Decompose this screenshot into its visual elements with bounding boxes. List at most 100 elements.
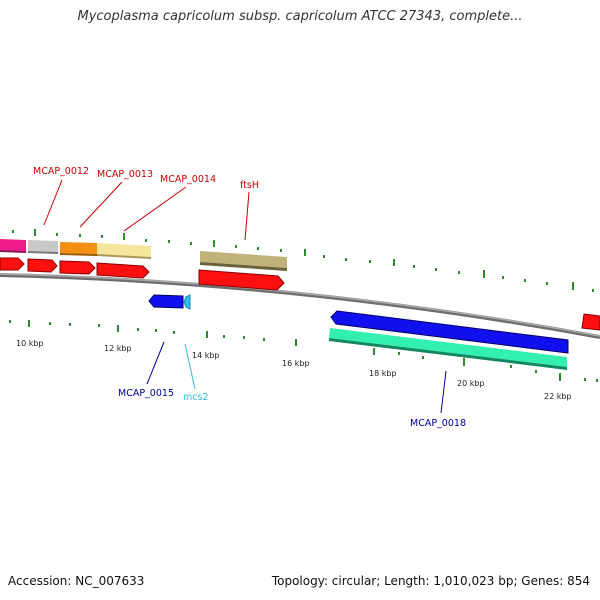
cog-block[interactable] <box>329 328 567 367</box>
cog-block[interactable] <box>200 262 287 271</box>
tick-mark <box>422 356 424 359</box>
tick-mark <box>190 242 192 245</box>
tick-mark <box>79 234 81 237</box>
tick-label: 10 kbp <box>16 339 44 348</box>
cog-track-reverse <box>329 328 567 370</box>
gene-label-ftsh[interactable]: ftsH <box>240 180 259 191</box>
accession-text: Accession: NC_007633 <box>8 574 145 588</box>
tick-mark <box>235 245 237 248</box>
tick-mark <box>458 271 460 274</box>
tick-mark <box>123 233 125 240</box>
tick-mark <box>280 249 282 252</box>
gene-labels: MCAP_0012 MCAP_0013 MCAP_0014 ftsH MCAP_… <box>33 166 466 429</box>
gene-label-mcap-0018[interactable]: MCAP_0018 <box>410 418 466 429</box>
tick-mark <box>572 282 574 290</box>
cog-block[interactable] <box>60 253 97 256</box>
tick-mark <box>155 329 157 332</box>
tick-mark <box>223 335 225 338</box>
tick-mark <box>524 279 526 282</box>
leader-lines <box>43 179 447 414</box>
tick-mark <box>393 259 395 266</box>
genome-backbone-highlight <box>0 273 600 337</box>
tick-mark <box>546 282 548 285</box>
cog-block[interactable] <box>329 338 567 370</box>
tick-mark <box>323 255 325 258</box>
tick-mark <box>168 240 170 243</box>
gene-arrow[interactable] <box>198 269 285 291</box>
inner-ticks <box>9 320 598 382</box>
genome-summary-text: Topology: circular; Length: 1,010,023 bp… <box>271 574 590 588</box>
cog-block[interactable] <box>200 251 287 268</box>
cog-block[interactable] <box>97 254 151 259</box>
tick-mark <box>206 331 208 338</box>
tick-mark <box>243 336 245 339</box>
cog-block[interactable] <box>0 239 26 251</box>
gene-label-mcs2[interactable]: mcs2 <box>183 392 208 403</box>
tick-mark <box>295 339 297 346</box>
gene-arrow[interactable] <box>96 262 150 279</box>
tick-mark <box>304 249 306 256</box>
leader-line <box>79 181 123 228</box>
tick-mark <box>263 338 265 341</box>
tick-mark <box>345 258 347 261</box>
tick-mark <box>69 323 71 326</box>
tick-mark <box>257 247 259 250</box>
leader-line <box>244 191 250 241</box>
tick-mark <box>435 268 437 271</box>
gene-arrow[interactable] <box>0 257 25 271</box>
tick-mark <box>28 320 30 327</box>
gene-arrow[interactable] <box>59 260 96 275</box>
tick-mark <box>369 260 371 263</box>
tick-mark <box>559 373 561 381</box>
tick-label: 14 kbp <box>192 351 220 360</box>
leader-line <box>123 186 187 232</box>
tick-mark <box>173 331 175 334</box>
gene-label-mcap-0015[interactable]: MCAP_0015 <box>118 388 174 399</box>
tick-label: 22 kbp <box>544 392 572 401</box>
cog-block[interactable] <box>60 242 97 254</box>
tick-mark <box>34 229 36 236</box>
position-labels: 10 kbp 12 kbp 14 kbp 16 kbp 18 kbp 20 kb… <box>16 339 572 401</box>
tick-mark <box>145 239 147 242</box>
tick-mark <box>592 289 594 292</box>
leader-line <box>184 343 196 390</box>
gene-arrow[interactable] <box>27 258 58 273</box>
gene-arrow[interactable] <box>183 294 191 310</box>
map-title: Mycoplasma capricolum subsp. capricolum … <box>77 9 523 24</box>
cog-block[interactable] <box>0 250 26 253</box>
tick-mark <box>584 378 586 381</box>
gene-arrow[interactable] <box>148 294 184 309</box>
tick-mark <box>502 276 504 279</box>
gene-label-mcap-0014[interactable]: MCAP_0014 <box>160 174 216 185</box>
tick-mark <box>373 348 375 355</box>
tick-mark <box>413 265 415 268</box>
tick-label: 20 kbp <box>457 379 485 388</box>
tick-label: 16 kbp <box>282 359 310 368</box>
leader-line <box>440 370 447 414</box>
tick-label: 12 kbp <box>104 344 132 353</box>
tick-mark <box>12 230 14 233</box>
leader-line <box>43 179 63 226</box>
tick-mark <box>535 370 537 373</box>
cog-block[interactable] <box>28 251 58 254</box>
tick-label: 18 kbp <box>369 369 397 378</box>
tick-mark <box>398 352 400 355</box>
leader-line <box>146 341 165 385</box>
gene-label-mcap-0012[interactable]: MCAP_0012 <box>33 166 89 177</box>
tick-mark <box>137 328 139 331</box>
cog-block[interactable] <box>28 240 58 252</box>
tick-mark <box>49 322 51 325</box>
tick-mark <box>510 365 512 368</box>
tick-mark <box>596 379 598 382</box>
tick-mark <box>101 235 103 238</box>
gene-arrow[interactable] <box>330 310 569 354</box>
tick-mark <box>213 240 215 247</box>
tick-mark <box>9 320 11 323</box>
genome-backbone <box>0 273 600 339</box>
cog-block[interactable] <box>97 243 151 257</box>
tick-mark <box>483 270 485 278</box>
gene-label-mcap-0013[interactable]: MCAP_0013 <box>97 169 153 180</box>
gene-arrow[interactable] <box>581 313 600 331</box>
cog-track <box>0 239 287 271</box>
